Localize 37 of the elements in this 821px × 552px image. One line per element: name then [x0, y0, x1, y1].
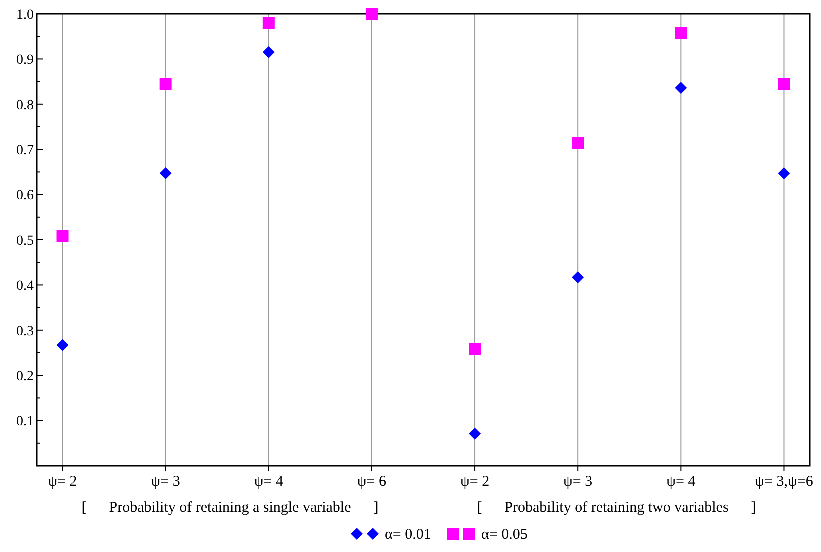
- point: [778, 168, 790, 180]
- x-tick-label: ψ= 2: [48, 474, 78, 490]
- x-tick-label: ψ= 4: [666, 474, 696, 490]
- point: [778, 78, 790, 90]
- text: [ Probability of retaining two variables ]: [477, 500, 756, 516]
- legend-label: α= 0.05: [482, 527, 528, 543]
- y-tick-label: 0.4: [16, 279, 34, 294]
- point: [469, 428, 482, 440]
- point: [675, 27, 688, 40]
- point: [469, 343, 482, 356]
- point: [572, 137, 584, 150]
- x-tick-label: ψ= 3: [564, 474, 593, 490]
- x-tick-label: ψ= 3: [151, 474, 180, 490]
- y-tick-label: 0.8: [16, 98, 34, 114]
- point: [572, 272, 584, 284]
- y-tick-label: 1.0: [16, 8, 34, 23]
- y-tick-label: 0.7: [16, 144, 34, 158]
- x-tick-label: ψ= 4: [254, 474, 284, 490]
- y-tick-label: 0.2: [16, 370, 34, 384]
- y-tick-label: 0.6: [16, 188, 34, 204]
- x-tick-label: ψ= 3,ψ=6: [755, 474, 814, 490]
- point: [160, 78, 172, 90]
- y-tick-label: 0.5: [16, 234, 34, 249]
- point: [262, 17, 275, 30]
- text: [ Probability of retaining a single variable ]: [82, 500, 379, 516]
- point: [366, 8, 378, 20]
- y-tick-label: 0.9: [16, 53, 34, 68]
- x-tick-label: ψ= 6: [357, 474, 388, 490]
- legend-label: α= 0.01: [385, 527, 432, 543]
- point: [262, 46, 275, 58]
- point: [56, 230, 69, 242]
- point: [675, 82, 688, 94]
- x-tick-label: ψ= 2: [460, 474, 490, 490]
- point: [160, 168, 172, 180]
- y-tick-label: 0.3: [16, 324, 34, 340]
- y-tick-label: 0.1: [16, 414, 34, 430]
- point: [56, 339, 69, 352]
